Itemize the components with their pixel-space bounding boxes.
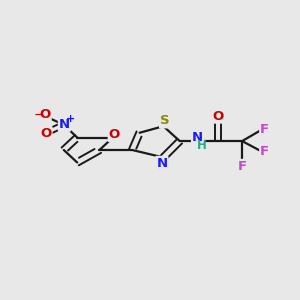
Text: N: N (192, 131, 203, 144)
Text: −: − (33, 109, 44, 122)
Text: F: F (260, 123, 269, 136)
Text: O: O (40, 108, 51, 122)
Text: F: F (238, 160, 247, 173)
Text: S: S (160, 114, 170, 128)
Text: H: H (197, 139, 207, 152)
Text: O: O (109, 128, 120, 141)
Text: O: O (213, 110, 224, 123)
Text: +: + (66, 114, 75, 124)
Text: N: N (156, 157, 167, 170)
Text: O: O (40, 127, 52, 140)
Text: N: N (59, 118, 70, 130)
Text: F: F (260, 145, 269, 158)
